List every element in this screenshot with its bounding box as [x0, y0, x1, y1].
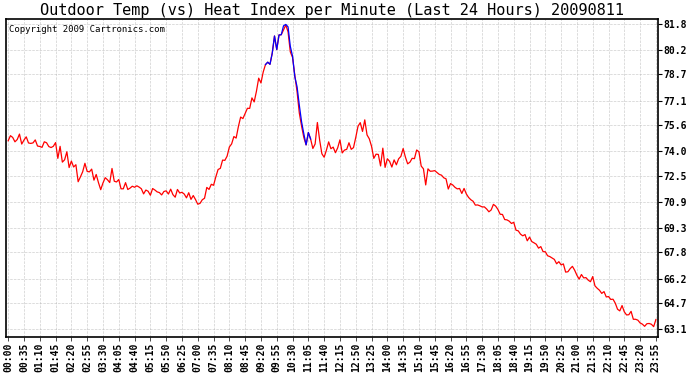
Text: Copyright 2009 Cartronics.com: Copyright 2009 Cartronics.com	[9, 25, 165, 34]
Title: Outdoor Temp (vs) Heat Index per Minute (Last 24 Hours) 20090811: Outdoor Temp (vs) Heat Index per Minute …	[40, 3, 624, 18]
